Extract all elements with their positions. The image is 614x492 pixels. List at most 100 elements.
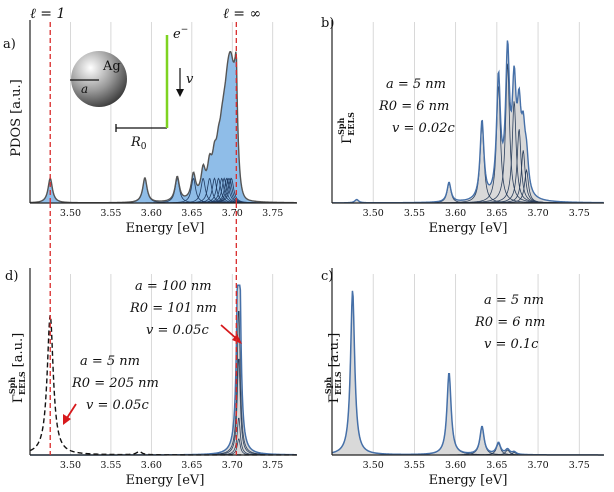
a-xtick-label: 3.55 <box>100 208 121 219</box>
velocity-label: v <box>186 72 194 87</box>
d-xtick-label: 3.55 <box>100 460 121 471</box>
b-param-r0: R0 = 6 nm <box>378 99 449 114</box>
b-tick-labels: 3.50 3.55 3.60 3.65 3.70 3.75 <box>363 208 590 219</box>
b-y-label: ΓSphEELS <box>336 112 356 144</box>
c-xtick-label: 3.50 <box>363 460 384 471</box>
b-xtick-label: 3.50 <box>363 208 384 219</box>
d-x-label: Energy [eV] <box>126 473 205 488</box>
a-mode-markers <box>49 22 237 203</box>
b-x-label: Energy [eV] <box>429 221 508 236</box>
panel-d: 3.50 3.55 3.60 3.65 3.70 3.75 Energy [eV] ΓSp… <box>5 268 297 488</box>
a-l1-label: ℓ = 1 <box>30 6 65 22</box>
d-y-label: ΓSphEELS[a.u.] <box>7 333 27 403</box>
b-mode-line <box>332 63 604 204</box>
b-mode-line <box>332 129 604 204</box>
c-tick-labels: 3.50 3.55 3.60 3.65 3.70 3.75 <box>363 460 590 471</box>
a-mode-line <box>30 177 297 204</box>
c-y-label: ΓSphEELS[a.u.] <box>323 333 343 403</box>
panel-a: 3.50 3.55 3.60 3.65 3.70 3.75 Energy [eV] PDO… <box>3 6 297 236</box>
ag-sphere-icon <box>71 51 127 107</box>
d-param-bottom-a: a = 5 nm <box>80 354 140 369</box>
d-vgrid <box>70 274 274 455</box>
a-xtick-label: 3.70 <box>222 208 243 219</box>
c-x-label: Energy [eV] <box>429 473 508 488</box>
c-xtick-label: 3.65 <box>486 460 507 471</box>
d-param-top-r0: R0 = 101 nm <box>129 301 217 316</box>
a-mode-line <box>30 177 297 204</box>
b-mode-line <box>332 101 604 204</box>
c-vgrid <box>372 274 580 455</box>
panel-c: 3.50 3.55 3.60 3.65 3.70 3.75 Energy [eV] ΓSp… <box>321 268 604 488</box>
d-xtick-label: 3.60 <box>141 460 162 471</box>
d-param-top-a: a = 100 nm <box>135 279 212 294</box>
b-mode-line <box>332 86 604 204</box>
a-mode-line <box>30 178 297 204</box>
a-mode-line <box>30 177 297 204</box>
b-mode-line <box>332 125 604 204</box>
b-mode-line <box>332 150 604 204</box>
d-mode-line <box>30 417 297 456</box>
c-total-area <box>332 290 604 455</box>
a-mode-line <box>30 178 297 204</box>
d-xtick-label: 3.70 <box>222 460 243 471</box>
c-xtick-label: 3.60 <box>445 460 466 471</box>
b-xtick-label: 3.70 <box>527 208 548 219</box>
d-xtick-label: 3.50 <box>60 460 81 471</box>
d-param-bottom-v: v = 0.05c <box>86 398 149 413</box>
a-x-label: Energy [eV] <box>126 221 205 236</box>
b-total-line <box>332 40 604 204</box>
panel-b: 3.50 3.55 3.60 3.65 3.70 3.75 Energy [eV] ΓSp… <box>321 16 604 236</box>
a-tick-labels: 3.50 3.55 3.60 3.65 3.70 3.75 <box>60 208 283 219</box>
b-total-area <box>332 40 604 203</box>
c-param-r0: R0 = 6 nm <box>474 315 545 330</box>
a-mode-line <box>30 178 297 204</box>
ag-label: Ag <box>102 59 121 74</box>
c-xtick-label: 3.75 <box>569 460 590 471</box>
c-total-line <box>331 290 604 456</box>
a-mode-line <box>29 177 297 204</box>
b-xtick-label: 3.60 <box>445 208 466 219</box>
c-param-a: a = 5 nm <box>484 293 544 308</box>
a-panel-letter: a) <box>3 37 16 52</box>
a-y-label: PDOS [a.u.] <box>9 79 24 156</box>
a-linf-label: ℓ = ∞ <box>223 6 261 22</box>
d-panel-letter: d) <box>5 269 18 284</box>
c-curves <box>331 290 604 456</box>
a-xtick-label: 3.60 <box>141 208 162 219</box>
d-arrow-bottom-icon <box>63 414 71 425</box>
a-mode-line <box>30 177 297 204</box>
d-arrow-bottom-line <box>66 403 77 419</box>
mode-connectors <box>49 203 237 455</box>
b-param-v: v = 0.02c <box>392 121 455 136</box>
c-xtick-label: 3.55 <box>404 460 425 471</box>
d-param-bottom-r0: R0 = 205 nm <box>71 376 159 391</box>
a-curves <box>29 50 297 204</box>
b-curves <box>332 40 604 204</box>
a-mode-line <box>30 178 297 204</box>
c-xtick-label: 3.70 <box>527 460 548 471</box>
a-mode-line <box>30 178 297 204</box>
b-panel-letter: b) <box>321 16 334 31</box>
d-xtick-label: 3.75 <box>262 460 283 471</box>
a-mode-line <box>30 177 297 204</box>
d-arrow-top-icon <box>232 334 242 344</box>
r0-label: R0 <box>130 135 147 152</box>
d-tick-labels: 3.50 3.55 3.60 3.65 3.70 3.75 <box>60 460 283 471</box>
b-mode-line <box>332 168 604 204</box>
b-xtick-label: 3.65 <box>486 208 507 219</box>
a-total-line <box>29 50 297 204</box>
a-xtick-label: 3.50 <box>60 208 81 219</box>
a-xtick-label: 3.65 <box>181 208 202 219</box>
c-mode-line <box>331 290 604 456</box>
d-xtick-label: 3.65 <box>181 460 202 471</box>
b-xtick-label: 3.75 <box>569 208 590 219</box>
c-mode-line <box>332 427 604 456</box>
a-xtick-label: 3.75 <box>262 208 283 219</box>
d-param-top-v: v = 0.05c <box>146 323 209 338</box>
a-total-area <box>30 51 297 204</box>
electron-label: e− <box>173 25 188 42</box>
radius-a-label: a <box>81 82 88 96</box>
a-mode-line <box>30 177 297 204</box>
c-panel-letter: c) <box>321 269 333 284</box>
